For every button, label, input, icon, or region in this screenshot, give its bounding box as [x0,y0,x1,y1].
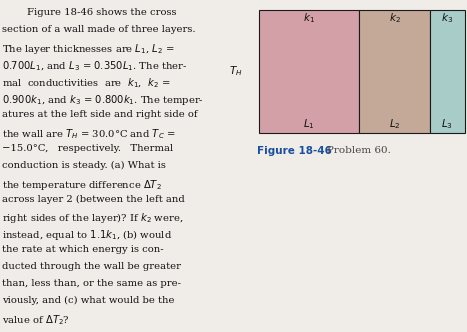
Text: $0.900k_1$, and $k_3$ = $0.800k_1$. The temper-: $0.900k_1$, and $k_3$ = $0.800k_1$. The … [2,93,204,107]
Text: ducted through the wall be greater: ducted through the wall be greater [2,262,181,271]
Text: the temperature difference $\Delta T_2$: the temperature difference $\Delta T_2$ [2,178,162,192]
Text: $T_H$: $T_H$ [229,64,243,78]
Text: section of a wall made of three layers.: section of a wall made of three layers. [2,25,196,34]
Text: mal  conductivities  are  $k_1$,  $k_2$ =: mal conductivities are $k_1$, $k_2$ = [2,76,170,90]
Text: value of $\Delta T_2$?: value of $\Delta T_2$? [2,313,70,327]
Bar [360,10,430,133]
Text: instead, equal to $1.1k_1$, (b) would: instead, equal to $1.1k_1$, (b) would [2,228,173,242]
Text: atures at the left side and right side of: atures at the left side and right side o… [2,110,198,119]
Text: $L_1$: $L_1$ [304,118,315,131]
Bar [430,10,465,133]
Text: $L_2$: $L_2$ [389,118,400,131]
Text: The layer thicknesses are $L_1$, $L_2$ =: The layer thicknesses are $L_1$, $L_2$ = [2,42,175,56]
Text: $k_2$: $k_2$ [389,11,400,25]
Text: $L_3$: $L_3$ [441,118,453,131]
Text: conduction is steady. (a) What is: conduction is steady. (a) What is [2,161,166,170]
Text: $0.700L_1$, and $L_3$ = $0.350L_1$. The ther-: $0.700L_1$, and $L_3$ = $0.350L_1$. The … [2,59,188,73]
Text: right sides of the layer)? If $k_2$ were,: right sides of the layer)? If $k_2$ were… [2,211,184,225]
Text: the wall are $T_H$ = 30.0°C and $T_C$ =: the wall are $T_H$ = 30.0°C and $T_C$ = [2,127,176,141]
Text: Figure 18-46 shows the cross: Figure 18-46 shows the cross [2,8,177,17]
Text: Figure 18-46: Figure 18-46 [257,146,332,156]
Text: $k_3$: $k_3$ [441,11,453,25]
Text: −15.0°C,   respectively.   Thermal: −15.0°C, respectively. Thermal [2,144,173,153]
Bar [259,10,360,133]
Text: Problem 60.: Problem 60. [327,146,391,155]
Text: $k_1$: $k_1$ [303,11,315,25]
Text: across layer 2 (between the left and: across layer 2 (between the left and [2,195,185,204]
Text: viously, and (c) what would be the: viously, and (c) what would be the [2,296,175,305]
Text: than, less than, or the same as pre-: than, less than, or the same as pre- [2,279,181,288]
Text: the rate at which energy is con-: the rate at which energy is con- [2,245,164,254]
